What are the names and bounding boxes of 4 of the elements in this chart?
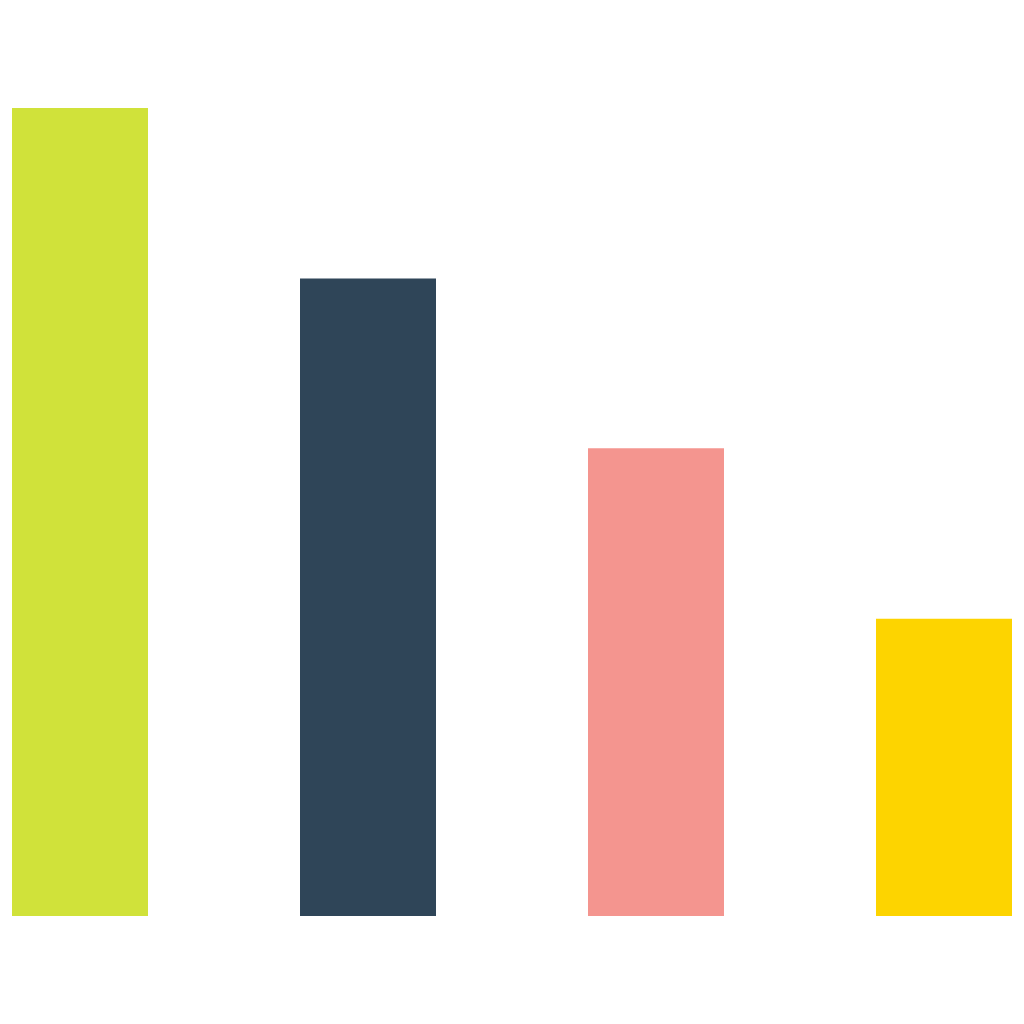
bar	[12, 108, 148, 916]
bar	[588, 448, 724, 916]
bar	[300, 278, 436, 916]
bar	[876, 618, 1012, 916]
